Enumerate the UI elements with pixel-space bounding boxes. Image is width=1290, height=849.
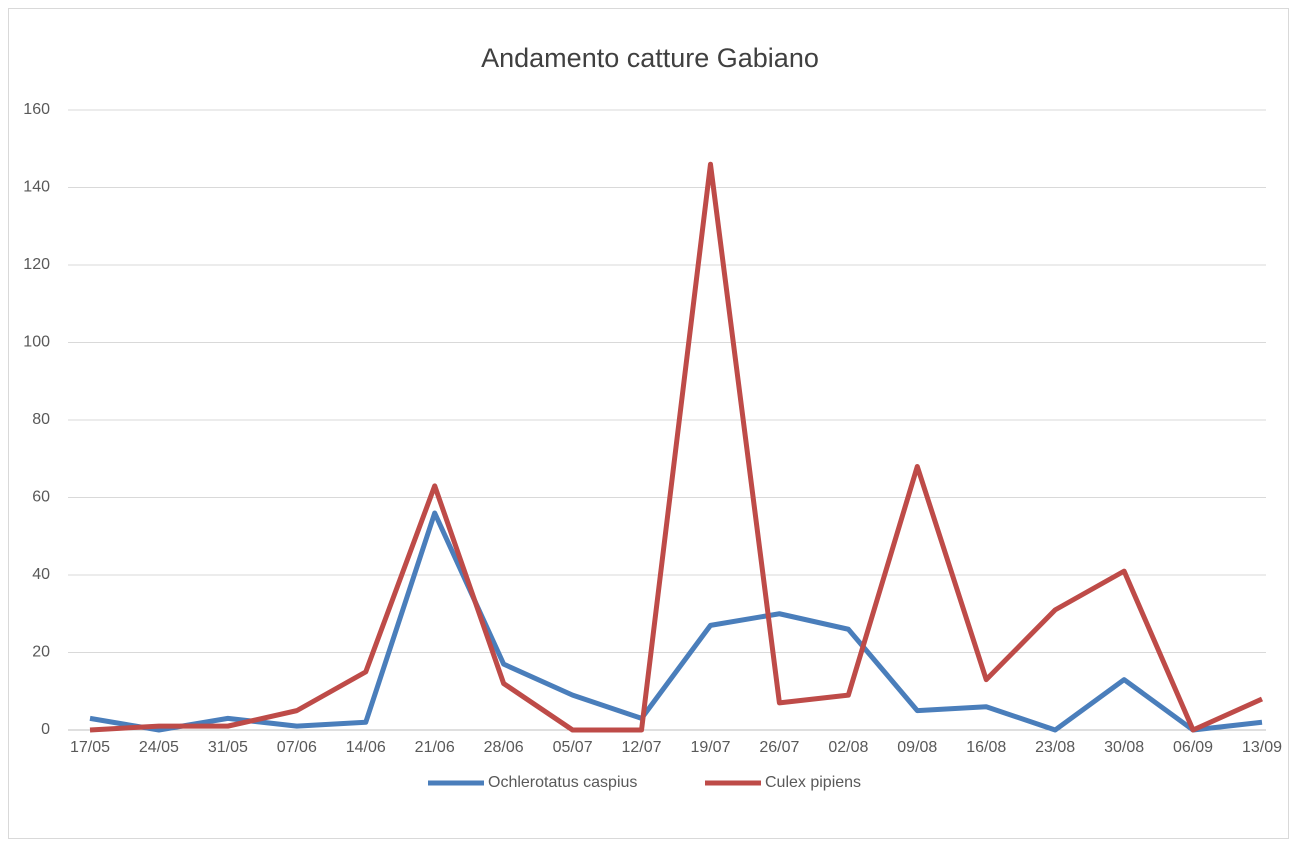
chart-title: Andamento catture Gabiano [481,43,819,73]
x-tick-label: 30/08 [1104,739,1144,756]
y-tick-label: 80 [32,411,50,428]
y-tick-label: 40 [32,566,50,583]
x-tick-label: 31/05 [208,739,248,756]
x-tick-label: 26/07 [759,739,799,756]
x-tick-label: 05/07 [553,739,593,756]
x-tick-label: 13/09 [1242,739,1282,756]
x-tick-label: 24/05 [139,739,179,756]
y-tick-label: 120 [23,256,50,273]
x-tick-label: 07/06 [277,739,317,756]
x-tick-label: 12/07 [622,739,662,756]
legend-label: Ochlerotatus caspius [488,774,637,791]
x-tick-label: 28/06 [484,739,524,756]
x-tick-label: 16/08 [966,739,1006,756]
line-series [89,510,1263,733]
x-tick-label: 17/05 [70,739,110,756]
chart-border [8,8,1289,839]
y-tick-label: 0 [41,721,50,738]
line-series [89,161,1264,733]
x-tick-label: 14/06 [346,739,386,756]
y-tick-label: 100 [23,334,50,351]
y-tick-label: 160 [23,101,50,118]
y-tick-label: 60 [32,489,50,506]
x-tick-label: 19/07 [690,739,730,756]
x-tick-label: 23/08 [1035,739,1075,756]
y-tick-label: 140 [23,179,50,196]
x-tick-label: 02/08 [828,739,868,756]
x-tick-label: 09/08 [897,739,937,756]
x-tick-label: 21/06 [415,739,455,756]
y-tick-label: 20 [32,644,50,661]
legend-label: Culex pipiens [765,774,861,791]
x-tick-label: 06/09 [1173,739,1213,756]
